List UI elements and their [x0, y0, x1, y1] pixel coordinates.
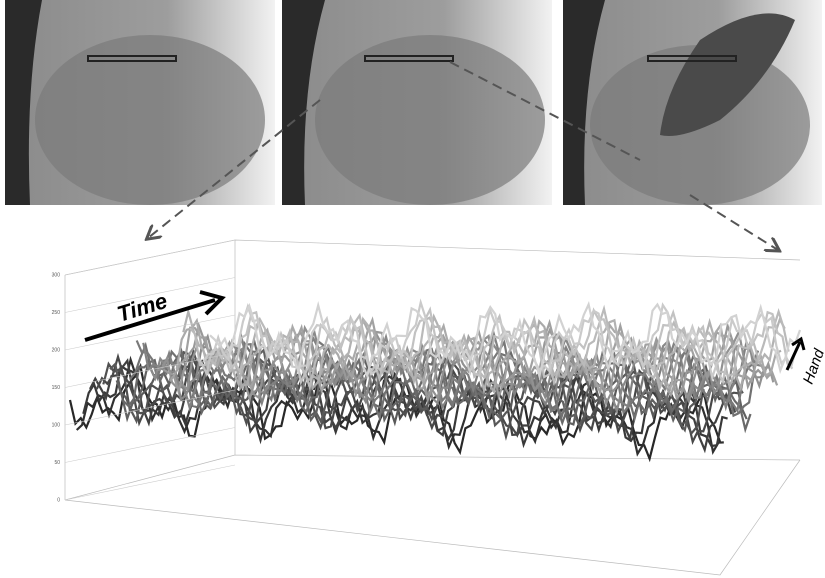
- photos: [5, 0, 822, 205]
- waterfall-line: [195, 306, 794, 386]
- y-tick-label: 100: [52, 422, 61, 428]
- hand-label: Hand: [800, 346, 825, 386]
- photo-1: [5, 0, 275, 205]
- dashed-arrows: [148, 61, 778, 250]
- waterfall-line: [189, 304, 790, 392]
- grid-line: [64, 389, 236, 426]
- y-tick-label: 300: [52, 272, 61, 278]
- waterfall-line: [129, 340, 756, 423]
- grid-line: [64, 352, 236, 388]
- grid-line: [64, 464, 236, 501]
- y-tick-label: 50: [54, 460, 60, 466]
- grid-line: [64, 314, 236, 351]
- y-tick-label: 150: [52, 385, 61, 391]
- photo-3: [563, 0, 822, 205]
- grid-line: [64, 239, 236, 276]
- y-tick-label: 250: [52, 310, 61, 316]
- grid-line: [64, 277, 236, 313]
- y-tick-label: 200: [52, 347, 61, 353]
- grid-line: [64, 427, 236, 463]
- waterfall-line: [209, 300, 802, 381]
- chart-3d: [64, 239, 802, 576]
- y-axis: 0 50 100 150 200 250 300: [52, 239, 236, 503]
- y-tick-label: 0: [57, 497, 60, 503]
- photo-2: [282, 0, 552, 205]
